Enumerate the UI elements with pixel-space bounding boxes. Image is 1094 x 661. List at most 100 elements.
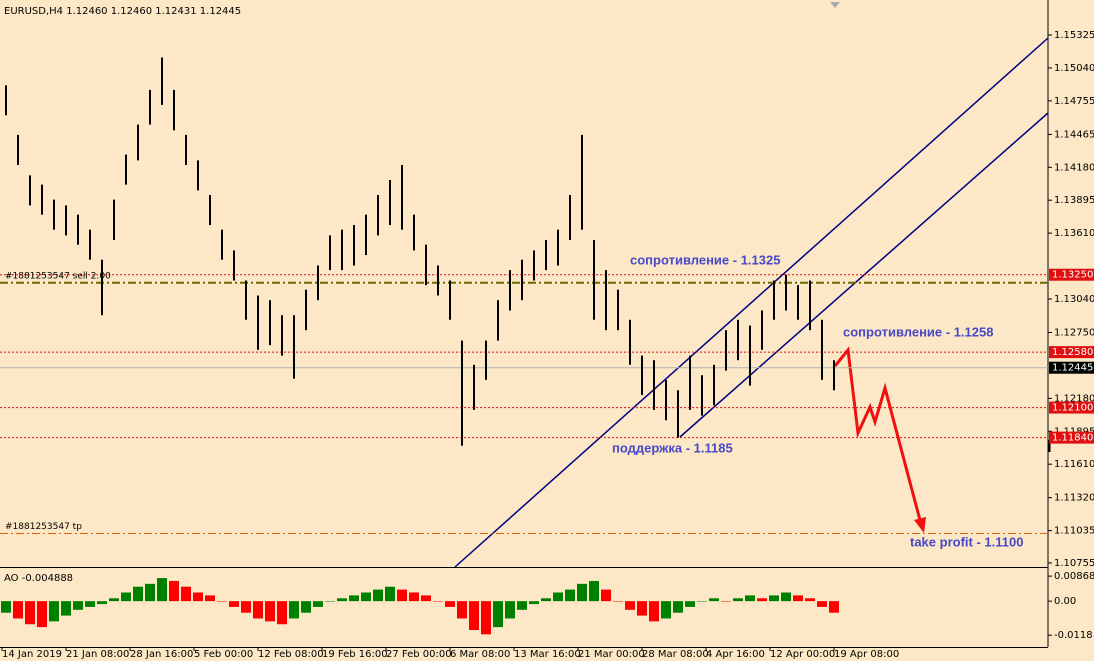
x-tick-label: 28 Jan 16:00	[130, 649, 193, 660]
y-tick-label: 1.12180	[1054, 393, 1094, 404]
forecast-arrowhead	[914, 517, 926, 533]
y-tick-label: 1.13040	[1054, 294, 1094, 305]
indicator-bar	[541, 598, 551, 602]
y-tick-label: 1.14755	[1054, 96, 1094, 107]
indicator-bar	[301, 601, 311, 613]
annotation: сопротивление - 1.1325	[630, 252, 780, 267]
indicator-bar	[733, 598, 743, 602]
y-tick-label: 1.14465	[1054, 129, 1094, 140]
level-tag-label: 1.13250	[1052, 270, 1093, 281]
indicator-bar	[349, 595, 359, 602]
x-tick-label: 19 Apr 08:00	[834, 649, 899, 660]
y-tick-label: 1.10755	[1054, 558, 1094, 569]
indicator-bar	[97, 601, 107, 605]
indicator-bar	[325, 601, 335, 602]
indicator-bar	[121, 592, 131, 602]
y-tick-label: 1.11610	[1054, 459, 1094, 470]
indicator-bar	[601, 589, 611, 602]
indicator-bar	[277, 601, 287, 625]
level-tag	[1049, 268, 1094, 281]
indicator-bar	[661, 601, 671, 619]
indicator-bar	[253, 601, 263, 619]
x-tick-label: 13 Mar 16:00	[514, 649, 581, 660]
y-tick-label: 1.14180	[1054, 162, 1094, 173]
annotation: поддержка - 1.1185	[612, 440, 733, 455]
indicator-bar	[217, 601, 227, 602]
x-tick-label: 21 Mar 00:00	[578, 649, 645, 660]
indicator-bar	[193, 592, 203, 602]
x-tick-label: 5 Feb 00:00	[194, 649, 253, 660]
indicator-bar	[505, 601, 515, 619]
x-tick-label: 19 Feb 16:00	[322, 649, 388, 660]
indicator-bar	[769, 595, 779, 602]
indicator-bar	[1, 601, 11, 613]
indicator-bar	[361, 592, 371, 602]
level-tag-label: 1.12580	[1052, 347, 1093, 358]
indicator-bar	[85, 601, 95, 607]
order-label: #1881253547 tp	[5, 522, 82, 532]
indicator-bar	[481, 601, 491, 635]
channel-line	[454, 37, 1049, 568]
forecast-path	[833, 346, 923, 525]
x-tick-label: 21 Jan 08:00	[66, 649, 129, 660]
indicator-bar	[445, 601, 455, 607]
indicator-bar	[697, 601, 707, 602]
indicator-bar	[337, 598, 347, 602]
order-label: #1881253547 sell 2.00	[5, 271, 111, 281]
indicator-bar	[181, 586, 191, 602]
indicator-y-tick-label: 0.008682	[1054, 571, 1094, 582]
indicator-bar	[229, 601, 239, 607]
indicator-bar	[469, 601, 479, 630]
annotation: сопротивление - 1.1258	[843, 324, 993, 339]
level-tag	[1049, 401, 1094, 414]
indicator-bar	[649, 601, 659, 622]
y-tick-label: 1.15040	[1054, 63, 1094, 74]
y-tick-label: 1.12750	[1054, 327, 1094, 338]
indicator-bar	[109, 598, 119, 602]
level-tag	[1049, 431, 1094, 444]
x-tick-label: 28 Mar 08:00	[642, 649, 709, 660]
indicator-bar	[793, 595, 803, 602]
indicator-bar	[637, 601, 647, 616]
indicator-bar	[73, 601, 83, 610]
indicator-bar	[817, 601, 827, 607]
current-price-tag	[1049, 361, 1094, 374]
indicator-bar	[313, 601, 323, 607]
indicator-bar	[169, 580, 179, 602]
indicator-bar	[157, 578, 167, 602]
indicator-bar	[241, 601, 251, 613]
level-tag-label: 1.11840	[1052, 433, 1093, 444]
indicator-bar	[61, 601, 71, 616]
indicator-bar	[13, 601, 23, 619]
indicator-bar	[457, 601, 467, 619]
indicator-bar	[805, 598, 815, 602]
indicator-bar	[577, 583, 587, 602]
indicator-bar	[289, 601, 299, 619]
x-tick-label: 27 Feb 00:00	[386, 649, 452, 660]
indicator-bar	[685, 601, 695, 607]
indicator-y-tick-label: -0.0118	[1054, 630, 1093, 641]
indicator-bar	[385, 586, 395, 602]
indicator-bar	[625, 601, 635, 610]
indicator-bar	[673, 601, 683, 613]
x-tick-label: 6 Mar 08:00	[450, 649, 510, 660]
x-tick-label: 4 Apr 16:00	[706, 649, 765, 660]
indicator-bar	[565, 589, 575, 602]
indicator-bar	[397, 589, 407, 602]
indicator-bar	[25, 601, 35, 625]
indicator-bar	[721, 601, 731, 602]
x-tick-label: 12 Feb 08:00	[258, 649, 324, 660]
x-tick-label: 12 Apr 00:00	[770, 649, 835, 660]
indicator-bar	[589, 580, 599, 602]
indicator-bar	[517, 601, 527, 610]
indicator-bar	[49, 601, 59, 622]
chart-title: EURUSD,H4 1.12460 1.12460 1.12431 1.1244…	[4, 6, 241, 17]
indicator-bar	[265, 601, 275, 622]
scroll-marker	[830, 2, 840, 8]
indicator-bar	[757, 598, 767, 602]
indicator-bar	[781, 592, 791, 602]
indicator-bar	[745, 595, 755, 602]
